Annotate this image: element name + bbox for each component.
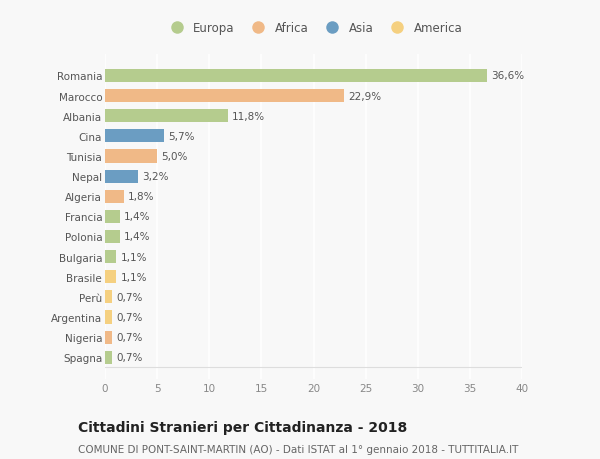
Bar <box>105 271 116 284</box>
Bar <box>105 70 487 83</box>
Bar <box>105 130 164 143</box>
Text: 3,2%: 3,2% <box>143 172 169 182</box>
Text: 0,7%: 0,7% <box>116 332 143 342</box>
Bar <box>105 230 119 243</box>
Bar <box>105 291 112 304</box>
Bar <box>105 170 139 183</box>
Text: 22,9%: 22,9% <box>348 91 381 101</box>
Text: 0,7%: 0,7% <box>116 312 143 322</box>
Bar <box>105 110 228 123</box>
Text: 11,8%: 11,8% <box>232 112 265 122</box>
Text: 1,4%: 1,4% <box>124 212 150 222</box>
Text: 5,0%: 5,0% <box>161 151 188 162</box>
Text: 36,6%: 36,6% <box>491 71 524 81</box>
Text: 1,8%: 1,8% <box>128 192 154 202</box>
Bar <box>105 331 112 344</box>
Bar <box>105 251 116 263</box>
Legend: Europa, Africa, Asia, America: Europa, Africa, Asia, America <box>165 22 462 35</box>
Text: 1,1%: 1,1% <box>121 272 147 282</box>
Bar <box>105 150 157 163</box>
Text: 1,4%: 1,4% <box>124 232 150 242</box>
Text: 0,7%: 0,7% <box>116 292 143 302</box>
Text: Cittadini Stranieri per Cittadinanza - 2018: Cittadini Stranieri per Cittadinanza - 2… <box>78 420 407 434</box>
Bar <box>105 311 112 324</box>
Text: 0,7%: 0,7% <box>116 353 143 363</box>
Bar <box>105 351 112 364</box>
Text: 5,7%: 5,7% <box>169 132 195 141</box>
Bar <box>105 190 124 203</box>
Bar <box>105 210 119 224</box>
Text: 1,1%: 1,1% <box>121 252 147 262</box>
Bar <box>105 90 344 103</box>
Text: COMUNE DI PONT-SAINT-MARTIN (AO) - Dati ISTAT al 1° gennaio 2018 - TUTTITALIA.IT: COMUNE DI PONT-SAINT-MARTIN (AO) - Dati … <box>78 444 518 454</box>
